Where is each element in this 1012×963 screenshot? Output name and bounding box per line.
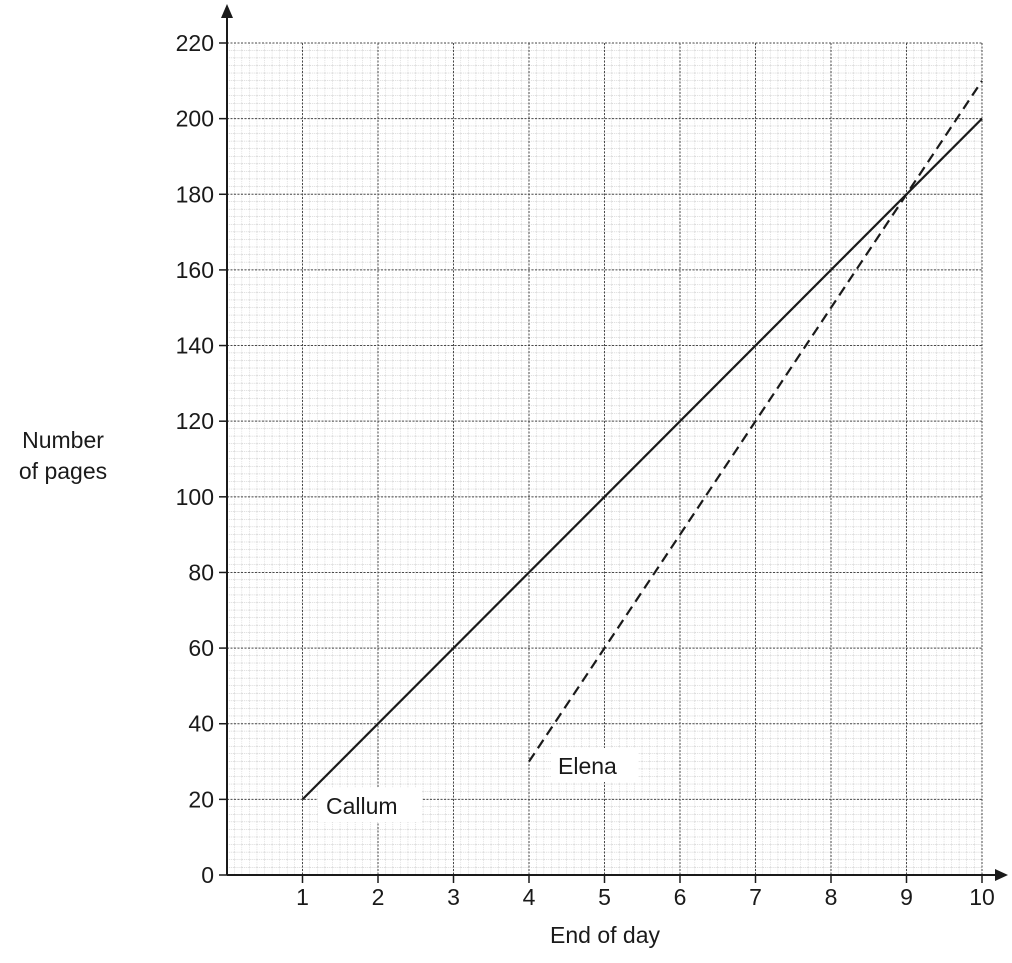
x-tick-label: 7 <box>749 884 762 910</box>
y-tick-label: 160 <box>176 257 214 283</box>
x-axis-title: End of day <box>550 922 660 948</box>
y-tick-label: 80 <box>188 559 214 585</box>
series-label-elena-text: Elena <box>558 753 617 779</box>
y-tick-label: 200 <box>176 106 214 132</box>
x-tick-label: 1 <box>296 884 309 910</box>
series-line-elena <box>528 80 983 763</box>
x-tick-label: 3 <box>447 884 460 910</box>
y-tick-label: 20 <box>188 786 214 812</box>
y-axis-arrow <box>221 4 233 18</box>
grid <box>227 42 983 875</box>
y-axis-title-line-1: Number <box>22 427 104 453</box>
labels: End of day Number of pages Callum Elena <box>19 427 661 948</box>
x-tick-label: 8 <box>825 884 838 910</box>
series-label-callum: Callum <box>318 788 422 822</box>
x-tick-label: 6 <box>674 884 687 910</box>
x-tick-label: 4 <box>523 884 536 910</box>
y-axis-title-line-2: of pages <box>19 458 107 484</box>
x-tick-label: 5 <box>598 884 611 910</box>
y-tick-label: 0 <box>201 862 214 888</box>
series-label-callum-text: Callum <box>326 793 398 819</box>
x-tick-label: 10 <box>969 884 995 910</box>
tick-labels: 1 2 3 4 5 6 7 8 9 1002040608010012014016018020022… <box>176 30 995 910</box>
y-tick-label: 40 <box>188 711 214 737</box>
y-tick-label: 120 <box>176 408 214 434</box>
y-tick-label: 60 <box>188 635 214 661</box>
y-tick-label: 220 <box>176 30 214 56</box>
y-tick-label: 100 <box>176 484 214 510</box>
series-label-callum-background <box>318 788 422 822</box>
x-axis-arrow <box>995 869 1008 881</box>
series-layer <box>301 80 983 801</box>
y-tick-label: 140 <box>176 333 214 359</box>
x-tick-label: 9 <box>900 884 913 910</box>
x-tick-label: 2 <box>372 884 385 910</box>
y-tick-label: 180 <box>176 181 214 207</box>
series-line-callum <box>301 117 983 801</box>
series-label-elena-background <box>551 748 638 782</box>
major-grid <box>227 42 983 875</box>
axes <box>219 4 1008 883</box>
series-label-elena: Elena <box>551 748 638 782</box>
